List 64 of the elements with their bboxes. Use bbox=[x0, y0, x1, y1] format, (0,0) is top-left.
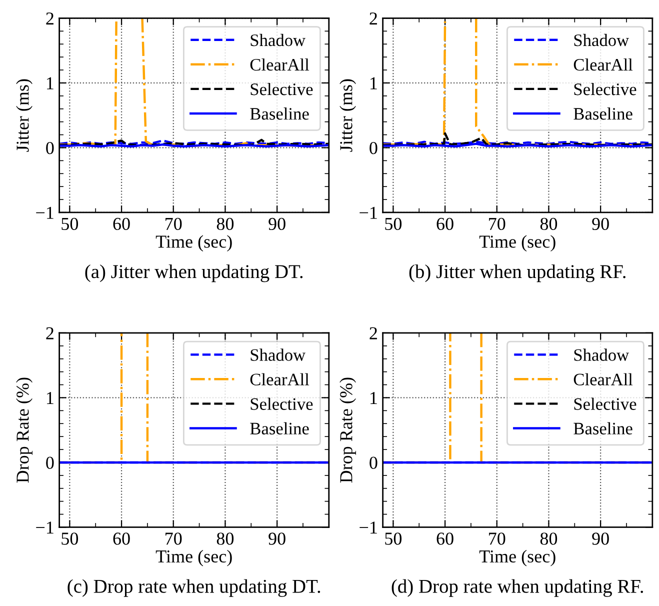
y-tick-label: 0 bbox=[46, 142, 54, 154]
legend-label: Baseline bbox=[574, 108, 632, 120]
legend-label: Shadow bbox=[574, 348, 630, 361]
x-tick-label: 60 bbox=[436, 532, 454, 545]
text: (c) Drop rate when updating DT. bbox=[68, 579, 320, 597]
legend-label: ClearAll bbox=[250, 373, 310, 386]
y-axis-title: Jitter (ms) bbox=[340, 79, 356, 152]
x-tick-label: 70 bbox=[489, 218, 506, 230]
x-tick-label: 70 bbox=[166, 532, 182, 545]
x-tick-label: 70 bbox=[489, 532, 506, 545]
y-tick-label: 1 bbox=[47, 77, 54, 90]
text: (b) Jitter when updating RF. bbox=[409, 264, 626, 282]
y-tick-label: −1 bbox=[36, 206, 54, 219]
x-tick-label: 90 bbox=[268, 218, 286, 230]
x-axis-title: Time (sec) bbox=[479, 235, 556, 252]
text: (d) Drop rate when updating RF. bbox=[392, 579, 643, 597]
x-tick-label: 90 bbox=[592, 218, 609, 230]
y-tick-label: −1 bbox=[360, 206, 377, 219]
x-tick-label: 80 bbox=[216, 532, 234, 545]
x-tick-label: 90 bbox=[268, 532, 286, 545]
x-axis-title: Time (sec) bbox=[156, 235, 232, 252]
y-tick-label: 2 bbox=[370, 12, 377, 24]
x-tick-label: 50 bbox=[385, 218, 402, 230]
y-tick-label: 2 bbox=[46, 327, 54, 340]
legend-label: Baseline bbox=[250, 108, 309, 120]
x-tick-label: 50 bbox=[62, 218, 78, 230]
legend-label: Baseline bbox=[250, 422, 309, 434]
y-tick-label: −1 bbox=[36, 522, 54, 534]
legend-label: ClearAll bbox=[574, 373, 633, 386]
legend-label: Selective bbox=[574, 398, 636, 410]
legend-label: Selective bbox=[574, 82, 636, 96]
x-tick-label: 60 bbox=[113, 218, 130, 230]
x-tick-label: 60 bbox=[113, 532, 130, 545]
legend-label: Shadow bbox=[574, 34, 630, 46]
legend-label: ClearAll bbox=[250, 58, 310, 71]
legend-label: Selective bbox=[250, 398, 313, 410]
y-tick-label: 0 bbox=[46, 456, 54, 469]
y-tick-label: 1 bbox=[370, 77, 377, 90]
y-tick-label: 0 bbox=[370, 456, 378, 469]
legend-label: Baseline bbox=[574, 422, 632, 434]
x-tick-label: 50 bbox=[385, 532, 402, 545]
y-tick-label: −1 bbox=[360, 522, 377, 534]
y-tick-label: 0 bbox=[370, 142, 378, 154]
y-tick-label: 1 bbox=[370, 392, 377, 404]
x-tick-label: 50 bbox=[62, 532, 78, 545]
y-axis-title: Jitter (ms) bbox=[16, 79, 32, 152]
x-tick-label: 80 bbox=[540, 218, 558, 230]
x-tick-label: 90 bbox=[592, 532, 609, 545]
x-tick-label: 70 bbox=[166, 218, 182, 230]
x-tick-label: 80 bbox=[540, 532, 558, 545]
y-axis-title: Drop Rate (%) bbox=[16, 378, 32, 483]
y-tick-label: 2 bbox=[370, 327, 377, 340]
legend-label: Shadow bbox=[250, 34, 306, 46]
legend-label: Shadow bbox=[250, 348, 306, 361]
x-tick-label: 80 bbox=[216, 218, 234, 230]
x-tick-label: 60 bbox=[436, 218, 454, 230]
legend-label: Selective bbox=[250, 82, 313, 96]
y-tick-label: 1 bbox=[47, 392, 54, 404]
x-axis-title: Time (sec) bbox=[479, 550, 556, 566]
x-axis-title: Time (sec) bbox=[156, 550, 232, 566]
y-tick-label: 2 bbox=[46, 12, 54, 24]
y-axis-title: Drop Rate (%) bbox=[340, 378, 356, 483]
legend-label: ClearAll bbox=[574, 58, 633, 71]
text: (a) Jitter when updating DT. bbox=[85, 264, 303, 282]
